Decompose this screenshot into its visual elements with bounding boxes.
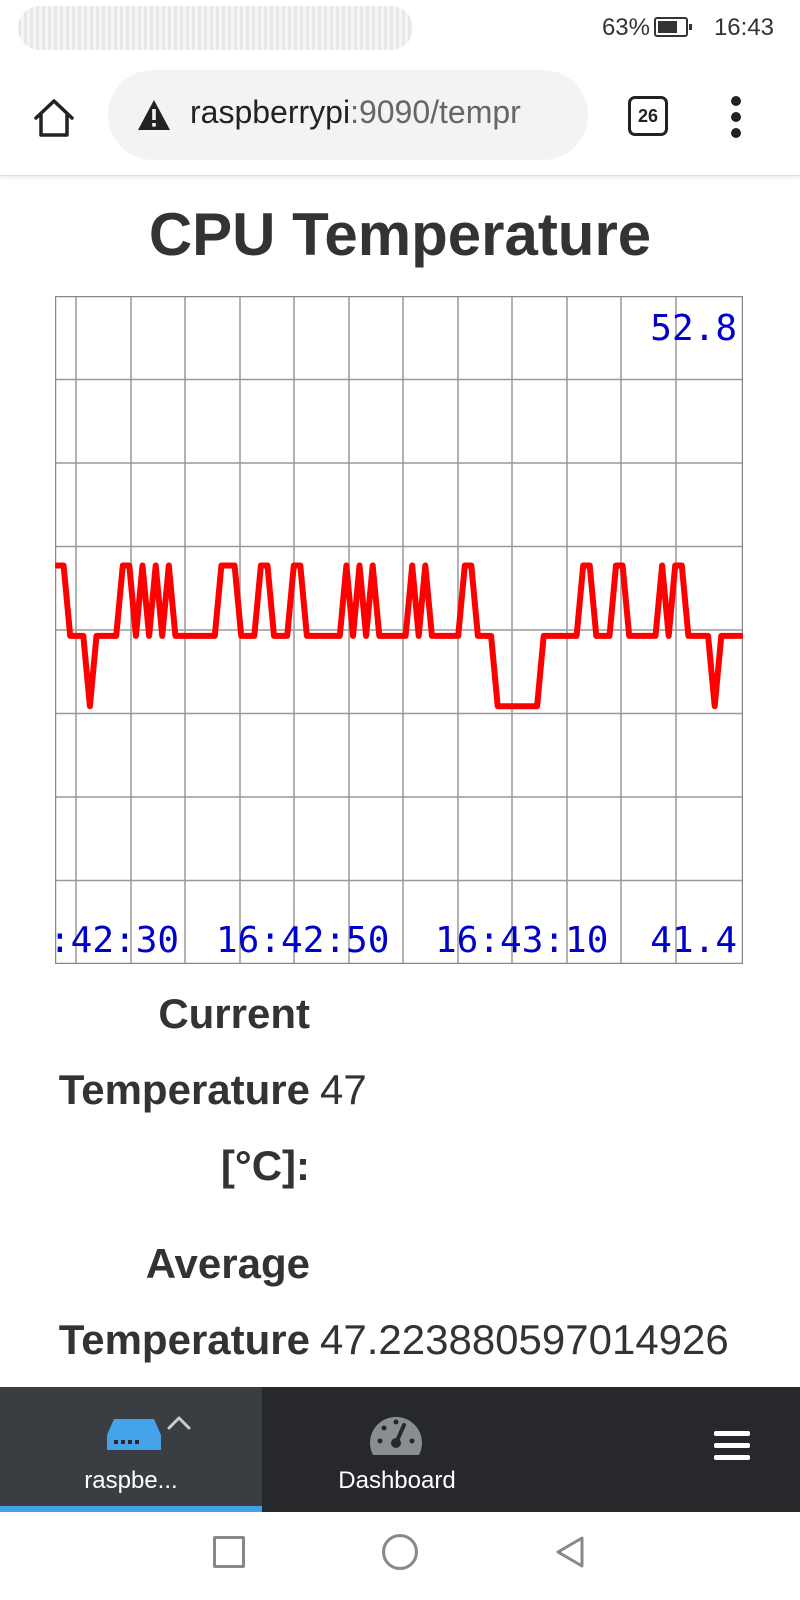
browser-menu-button[interactable] — [722, 92, 752, 142]
nav-dashboard-tab[interactable]: Dashboard — [262, 1387, 532, 1512]
server-icon — [107, 1419, 161, 1450]
average-temperature-label-line1: Average — [145, 1240, 310, 1287]
nav-device-label: raspbe... — [84, 1467, 178, 1494]
warning-icon — [138, 100, 170, 130]
temperature-chart: 52.8 41.4 :42:30 16:42:50 16:43:10 — [55, 296, 743, 964]
x-tick-label: 16:42:50 — [216, 920, 389, 961]
bottom-navigation: raspbe... Dashboard — [0, 1387, 800, 1512]
current-temperature-label-line3: [°C]: — [220, 1142, 310, 1189]
chevron-up-icon[interactable] — [166, 1413, 192, 1431]
menu-icon-bar — [714, 1455, 750, 1460]
average-temperature-value: 47.223880597014926 — [320, 1316, 729, 1363]
status-bar: 63% 16:43 — [0, 0, 800, 58]
nav-device-tab[interactable]: raspbe... — [0, 1387, 262, 1512]
temperature-chart-svg: 52.8 41.4 :42:30 16:42:50 16:43:10 — [55, 296, 743, 964]
gauge-icon — [370, 1416, 422, 1455]
current-temperature-label-line2: Temperature — [58, 1066, 310, 1113]
url-text: raspberrypi:9090/tempr — [190, 94, 521, 131]
nav-dashboard-label: Dashboard — [338, 1467, 456, 1494]
current-temperature-value: 47 — [320, 1066, 367, 1113]
url-path: :9090/tempr — [350, 94, 521, 130]
more-vert-icon-dot — [731, 128, 741, 138]
chart-grid-horizontal — [55, 378, 743, 882]
x-tick-label: :42:30 — [55, 920, 179, 961]
menu-icon-bar — [714, 1443, 750, 1448]
url-host: raspberrypi — [190, 94, 351, 130]
more-vert-icon-dot — [731, 112, 741, 122]
home-button[interactable] — [30, 94, 78, 142]
status-notification-icons — [18, 6, 413, 50]
battery-icon — [654, 17, 692, 37]
x-tick-label: 16:43:10 — [435, 920, 608, 961]
browser-toolbar: raspberrypi:9090/tempr 26 — [0, 58, 800, 176]
url-bar[interactable]: raspberrypi:9090/tempr — [108, 70, 588, 160]
more-vert-icon-dot — [731, 96, 741, 106]
temperature-series-line — [55, 562, 743, 710]
average-temperature-label-line2: Temperature — [58, 1316, 310, 1363]
back-button[interactable] — [552, 1534, 588, 1570]
system-home-button[interactable] — [382, 1534, 418, 1570]
active-tab-indicator — [0, 1506, 262, 1512]
hamburger-menu-button[interactable] — [714, 1431, 750, 1461]
y-min-label: 41.4 — [650, 920, 737, 961]
page-title: CPU Temperature — [148, 201, 652, 268]
recents-button[interactable] — [213, 1536, 245, 1568]
tab-switcher-button[interactable]: 26 — [628, 96, 668, 136]
home-icon — [34, 99, 74, 137]
current-temperature-label-line1: Current — [158, 990, 310, 1037]
y-max-label: 52.8 — [650, 308, 737, 349]
status-clock: 16:43 — [713, 14, 774, 41]
battery-percentage: 63% — [601, 14, 650, 41]
system-navigation-bar — [0, 1512, 800, 1600]
menu-icon-bar — [714, 1431, 750, 1436]
chart-border — [55, 296, 743, 964]
